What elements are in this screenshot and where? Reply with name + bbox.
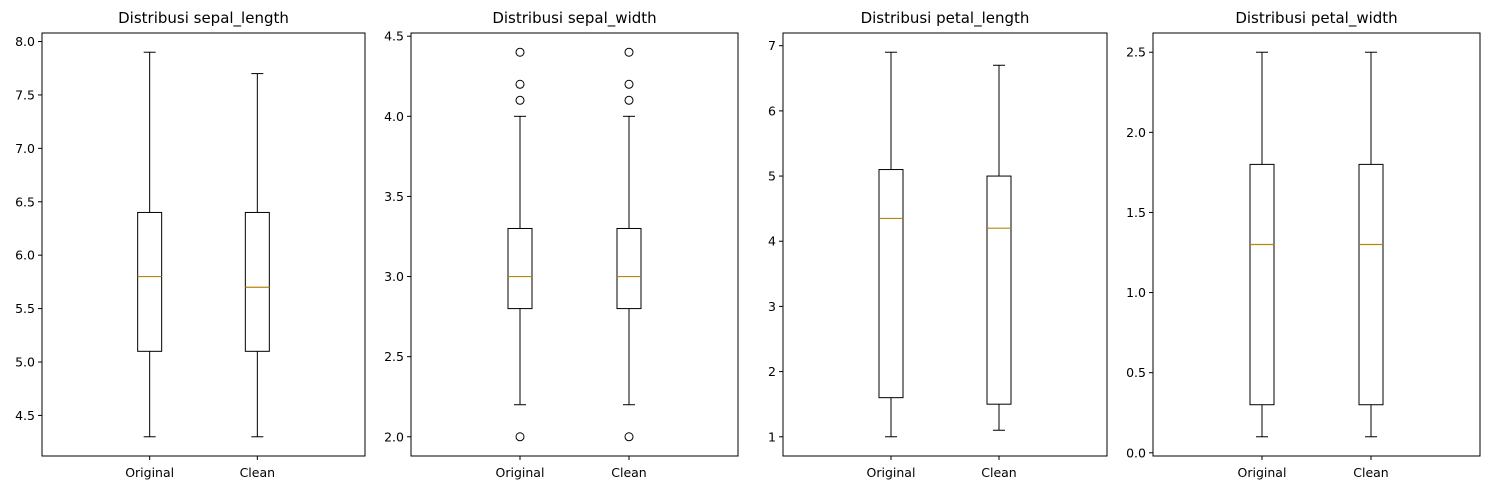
outlier-point <box>624 47 634 57</box>
y-tick-label: 2.0 <box>384 429 404 444</box>
x-tick-label: Original <box>496 465 545 480</box>
iqr-box <box>1249 163 1275 406</box>
x-tick-label: Clean <box>611 465 646 480</box>
y-tick-label: 5 <box>768 169 776 184</box>
y-tick-label: 7.0 <box>15 141 35 156</box>
y-tick-label: 2.5 <box>384 349 404 364</box>
y-tick-label: 7 <box>768 38 776 53</box>
y-tick-label: 4.5 <box>384 29 404 44</box>
chart-panel-2: Distribusi sepal_width 2.0 2.5 3.0 3.5 4.0 4.5… <box>384 9 739 480</box>
x-tick-label: Clean <box>981 465 1016 480</box>
iqr-box <box>616 227 642 310</box>
y-tick-label: 2.0 <box>1126 125 1146 140</box>
y-tick-label: 8.0 <box>15 34 35 49</box>
outlier-point <box>624 79 634 89</box>
chart-title: Distribusi sepal_length <box>118 9 289 28</box>
boxplot-original <box>507 47 533 442</box>
y-tick-label: 4.0 <box>384 109 404 124</box>
iqr-box <box>1358 163 1384 406</box>
x-tick-label: Original <box>125 465 174 480</box>
x-tick-label: Clean <box>240 465 275 480</box>
outlier-point <box>624 432 634 442</box>
iqr-box <box>507 227 533 310</box>
y-tick-label: 6.0 <box>15 248 35 263</box>
chart-title: Distribusi petal_width <box>1235 9 1397 28</box>
y-tick-label: 5.0 <box>15 355 35 370</box>
y-tick-label: 3.0 <box>384 269 404 284</box>
y-tick-label: 3 <box>768 299 776 314</box>
y-tick-label: 2 <box>768 364 776 379</box>
outlier-point <box>624 95 634 105</box>
chart-panel-3: Distribusi petal_length 1 2 3 4 5 6 7 Original Cl… <box>768 9 1108 480</box>
outlier-point <box>515 95 525 105</box>
y-tick-label: 4 <box>768 234 776 249</box>
chart-panel-4: Distribusi petal_width 0.0 0.5 1.0 1.5 2.0 2.5… <box>1126 9 1481 480</box>
axes-frame <box>41 32 366 457</box>
outlier-point <box>515 47 525 57</box>
y-tick-label: 1.5 <box>1126 205 1146 220</box>
x-tick-label: Original <box>1238 465 1287 480</box>
chart-title: Distribusi sepal_width <box>492 9 656 28</box>
y-tick-label: 7.5 <box>15 87 35 102</box>
x-tick-label: Original <box>867 465 916 480</box>
chart-panel-1: Distribusi sepal_length 4.5 5.0 5.5 6.0 6.5 7.… <box>15 9 366 480</box>
iqr-box <box>878 169 904 399</box>
boxplot-clean <box>244 73 270 438</box>
axes-frame <box>1152 32 1481 457</box>
boxplot-original <box>878 51 904 438</box>
iqr-box <box>986 175 1012 405</box>
y-tick-label: 5.5 <box>15 301 35 316</box>
x-tick-label: Clean <box>1353 465 1388 480</box>
axes-frame <box>782 32 1108 457</box>
y-tick-label: 4.5 <box>15 408 35 423</box>
y-tick-label: 2.5 <box>1126 45 1146 60</box>
y-tick-label: 0.5 <box>1126 365 1146 380</box>
boxplot-original <box>1249 51 1275 438</box>
y-tick-label: 0.0 <box>1126 445 1146 460</box>
y-tick-label: 6.5 <box>15 194 35 209</box>
outlier-point <box>515 432 525 442</box>
y-tick-label: 6 <box>768 103 776 118</box>
axes-frame <box>410 32 739 457</box>
boxplot-original <box>137 51 163 438</box>
iqr-box <box>244 211 270 352</box>
boxplot-clean <box>986 64 1012 431</box>
iqr-box <box>137 211 163 352</box>
chart-title: Distribusi petal_length <box>861 9 1030 28</box>
boxplot-clean <box>1358 51 1384 438</box>
y-tick-label: 1 <box>768 429 776 444</box>
y-tick-label: 3.5 <box>384 189 404 204</box>
y-tick-label: 1.0 <box>1126 285 1146 300</box>
boxplot-clean <box>616 47 642 442</box>
outlier-point <box>515 79 525 89</box>
